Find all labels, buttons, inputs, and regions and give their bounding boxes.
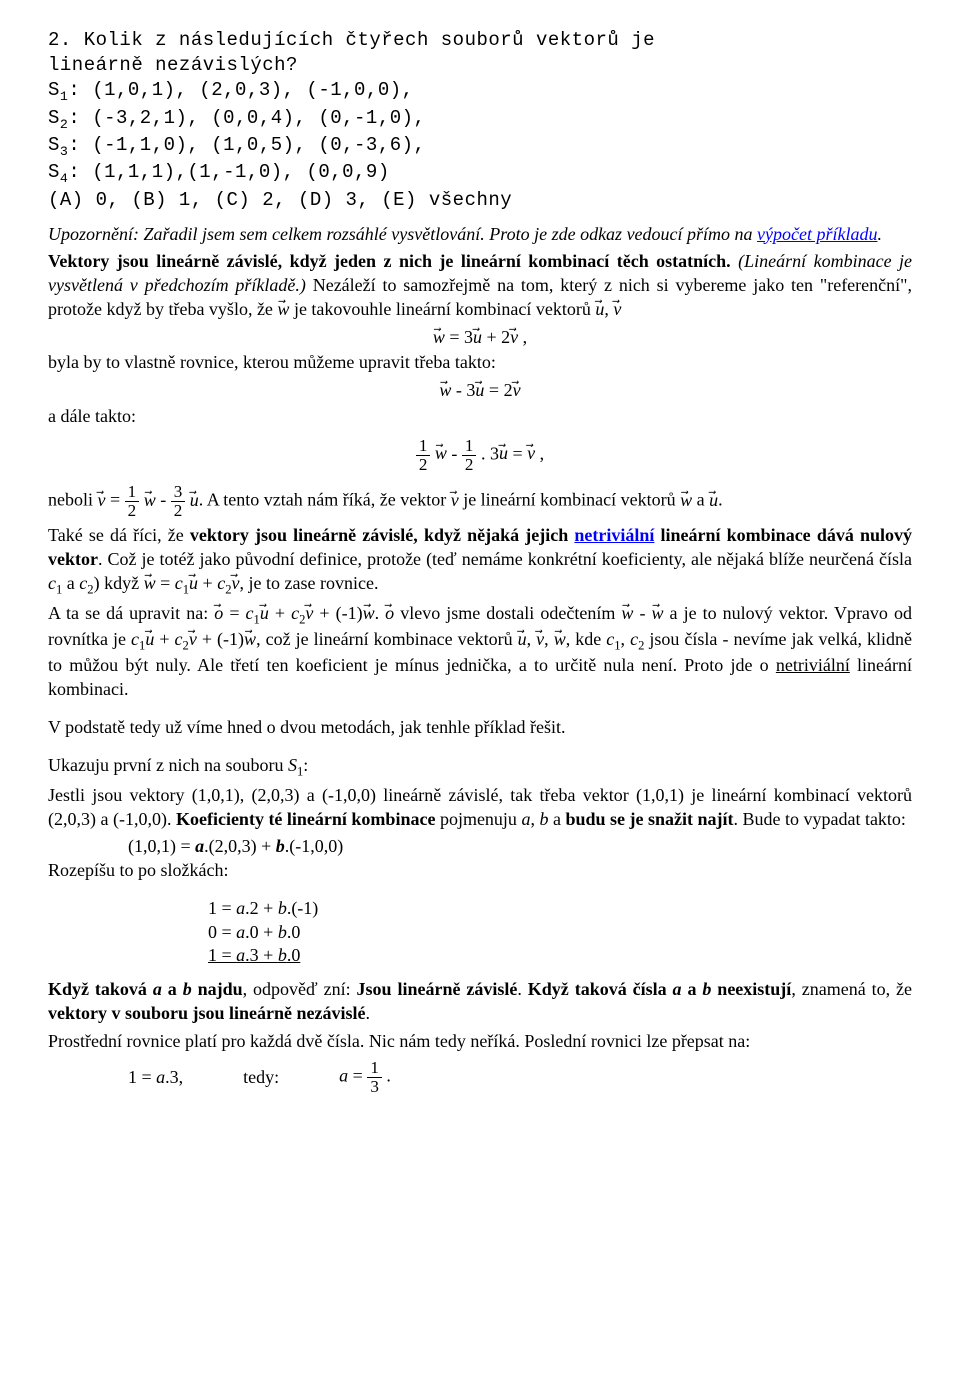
s2-line: S2: (-3,2,1), (0,0,4), (0,-1,0),: [48, 106, 912, 133]
warning-paragraph: Upozornění: Zařadil jsem sem celkem rozs…: [48, 223, 912, 247]
explanation-paragraph-3: A ta se dá upravit na: o = c1u + c2v + (…: [48, 602, 912, 702]
s3-line: S3: (-1,1,0), (1,0,5), (0,-3,6),: [48, 133, 912, 160]
fraction-half-1: 12: [416, 437, 431, 474]
equation-3: 12 w - 12 . 3u = v ,: [48, 437, 912, 474]
sys-eq-3: 1 = a.3 + b.0: [208, 944, 912, 968]
link-netrivialni-1[interactable]: netriviální: [574, 525, 654, 545]
neboli-line: neboli v = 12 w - 32 u. A tento vztah ná…: [48, 483, 912, 520]
answers-line: (A) 0, (B) 1, (C) 2, (D) 3, (E) všechny: [48, 188, 912, 213]
fraction-half-2: 12: [462, 437, 477, 474]
paragraph-middle-eq: Prostřední rovnice platí pro každá dvě č…: [48, 1030, 912, 1054]
equation-2: w - 3u = 2v: [48, 379, 912, 403]
final-tedy: tedy:: [243, 1066, 279, 1090]
final-eq-right: a = 13 .: [339, 1059, 391, 1096]
paragraph-example: Jestli jsou vektory (1,0,1), (2,0,3) a (…: [48, 784, 912, 832]
sys-eq-2: 0 = a.0 + b.0: [208, 921, 912, 945]
problem-line1: 2. Kolik z následujících čtyřech souborů…: [48, 28, 912, 53]
paragraph-methods: V podstatě tedy už víme hned o dvou meto…: [48, 716, 912, 740]
sys-eq-1: 1 = a.2 + b.(-1): [208, 897, 912, 921]
explanation-paragraph-2: Také se dá říci, že vektory jsou lineárn…: [48, 524, 912, 598]
problem-line2: lineárně nezávislých?: [48, 53, 912, 78]
final-eq-left: 1 = a.3,: [128, 1066, 183, 1090]
equation-coefficients: (1,0,1) = a.(2,0,3) + b.(-1,0,0): [48, 835, 912, 859]
s1-line: S1: (1,0,1), (2,0,3), (-1,0,0),: [48, 78, 912, 105]
problem-header: 2. Kolik z následujících čtyřech souborů…: [48, 28, 912, 213]
equation-1: w = 3u + 2v ,: [48, 326, 912, 350]
system-of-equations: 1 = a.2 + b.(-1) 0 = a.0 + b.0 1 = a.3 +…: [48, 897, 912, 968]
link-vypocet-prikladu[interactable]: výpočet příkladu: [757, 224, 877, 244]
paragraph-showing-s1: Ukazuju první z nich na souboru S1:: [48, 754, 912, 780]
line-byla: byla by to vlastně rovnice, kterou můžem…: [48, 351, 912, 375]
explanation-paragraph-1: Vektory jsou lineárně závislé, když jede…: [48, 250, 912, 321]
line-rozepisu: Rozepíšu to po složkách:: [48, 859, 912, 883]
s4-line: S4: (1,1,1),(1,-1,0), (0,0,9): [48, 160, 912, 187]
paragraph-conclusion: Když taková a a b najdu, odpověď zní: Js…: [48, 978, 912, 1026]
final-line: 1 = a.3, tedy: a = 13 .: [48, 1059, 912, 1096]
line-adale: a dále takto:: [48, 405, 912, 429]
